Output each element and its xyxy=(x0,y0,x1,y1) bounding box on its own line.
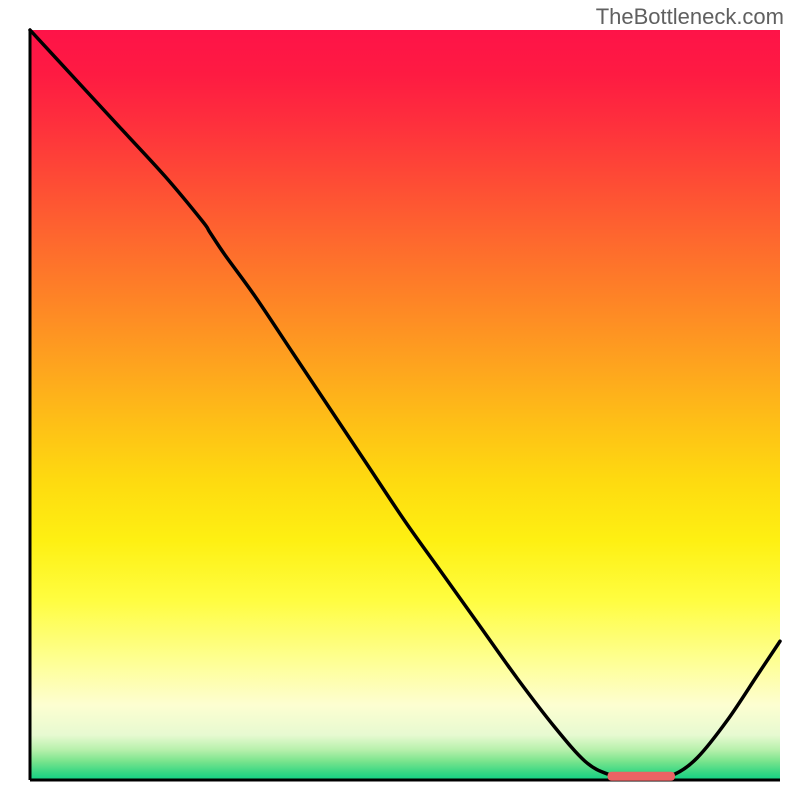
attribution-label: TheBottleneck.com xyxy=(596,4,784,30)
gradient-background xyxy=(30,30,780,780)
bottleneck-chart xyxy=(0,0,800,800)
chart-container: TheBottleneck.com xyxy=(0,0,800,800)
optimal-range-marker xyxy=(608,772,676,781)
